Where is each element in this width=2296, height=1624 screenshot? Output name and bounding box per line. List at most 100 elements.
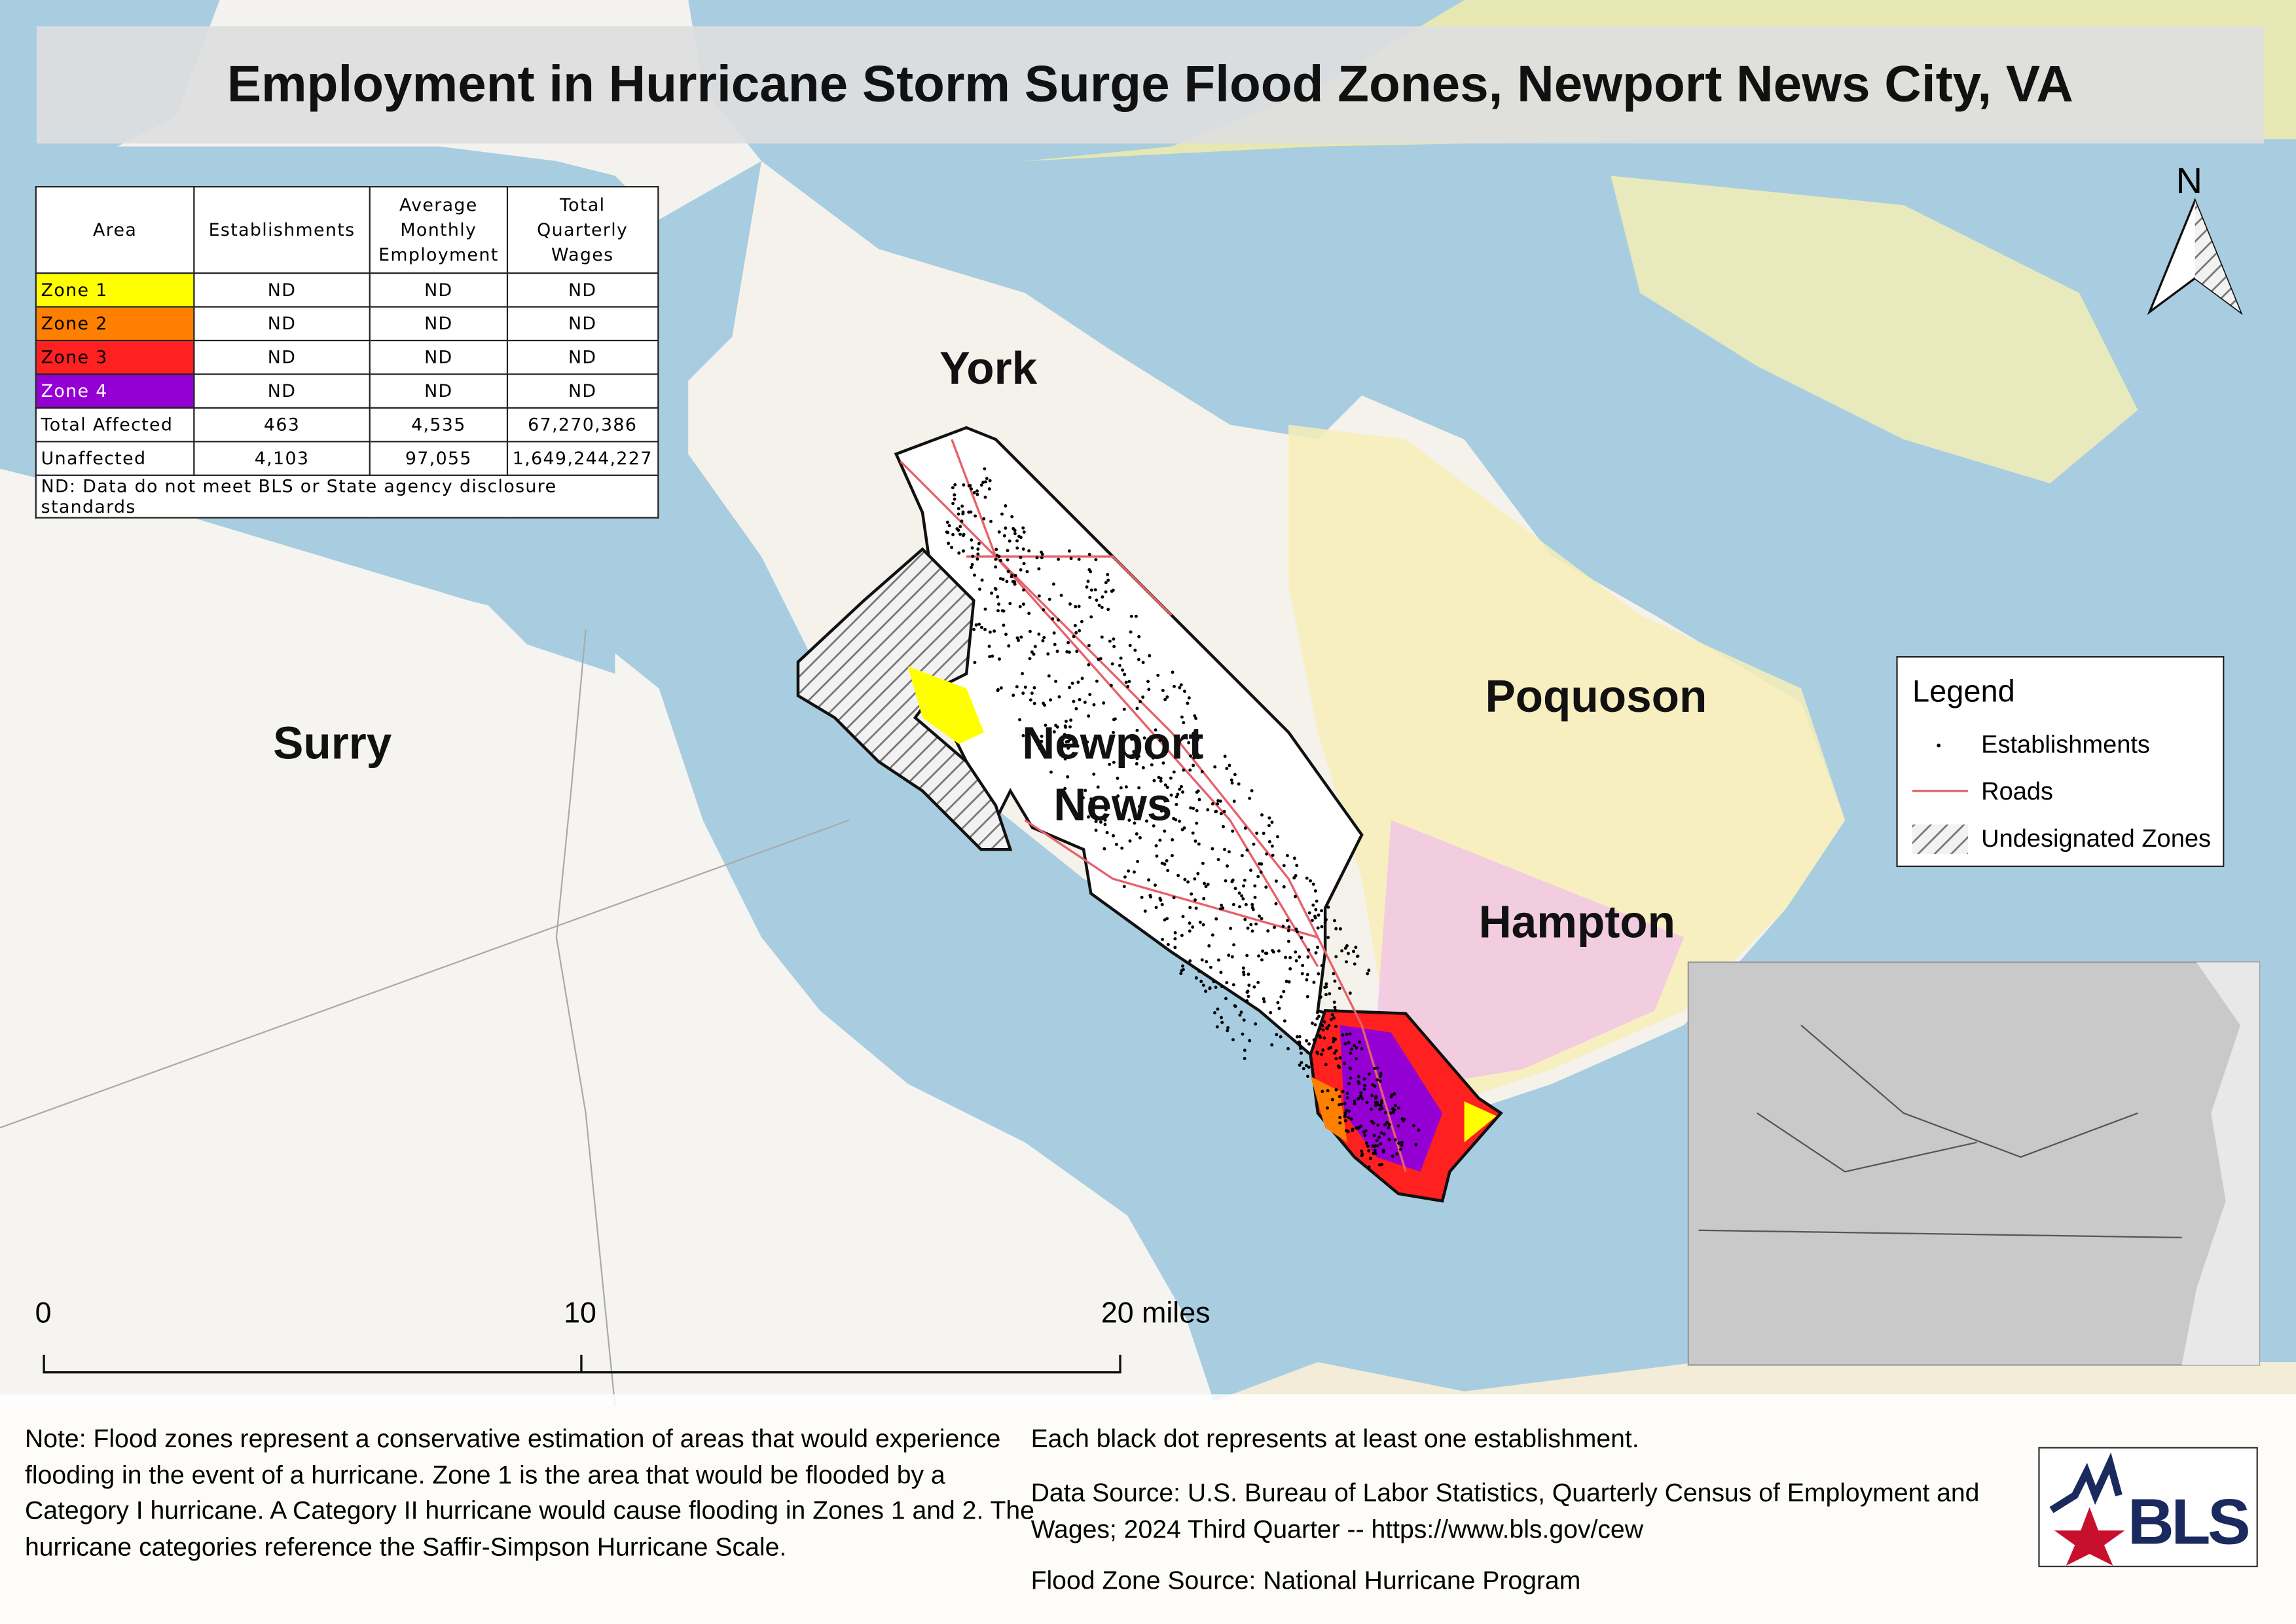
establishment-dot bbox=[1202, 896, 1206, 900]
establishment-dot bbox=[1192, 764, 1195, 767]
establishment-dot bbox=[1220, 903, 1224, 907]
establishment-dot bbox=[1320, 909, 1323, 913]
establishment-dot bbox=[988, 655, 992, 659]
establishment-dot bbox=[989, 519, 993, 523]
establishment-dot bbox=[1160, 902, 1164, 906]
establishment-dot bbox=[996, 595, 1000, 599]
establishment-dot bbox=[1333, 1005, 1337, 1009]
establishment-dot bbox=[1279, 995, 1283, 999]
establishment-dot bbox=[1206, 882, 1210, 886]
establishment-dot bbox=[1252, 842, 1256, 846]
establishment-dot bbox=[1318, 1027, 1322, 1031]
establishment-dot bbox=[1188, 929, 1192, 933]
establishment-dot bbox=[1097, 657, 1101, 661]
establishment-dot bbox=[1209, 965, 1212, 969]
place-label: News bbox=[1053, 779, 1172, 830]
table-cell: ND bbox=[506, 339, 659, 375]
establishment-dot bbox=[1113, 717, 1117, 721]
establishment-dot bbox=[1371, 1144, 1375, 1148]
establishment-dot bbox=[1351, 1127, 1355, 1131]
establishment-dot bbox=[1247, 995, 1250, 999]
establishment-dot bbox=[1341, 1090, 1345, 1094]
establishment-dot bbox=[993, 587, 997, 591]
establishment-dot bbox=[1134, 614, 1138, 618]
establishment-dot bbox=[1165, 917, 1169, 921]
establishment-dot bbox=[1299, 1051, 1303, 1055]
establishment-dot bbox=[1242, 970, 1246, 974]
establishment-dot bbox=[1241, 897, 1245, 901]
establishment-dot bbox=[1370, 1082, 1374, 1086]
establishment-dot bbox=[1023, 685, 1027, 689]
establishment-dot bbox=[1334, 1088, 1338, 1092]
establishment-dot bbox=[1141, 766, 1145, 769]
establishment-dot bbox=[1006, 549, 1010, 553]
establishment-dot bbox=[1233, 1005, 1237, 1008]
establishment-dot bbox=[1248, 796, 1252, 800]
logo-mark bbox=[2049, 1452, 2125, 1566]
place-label: Poquoson bbox=[1485, 671, 1707, 722]
establishment-dot bbox=[1005, 580, 1009, 583]
scale-bar bbox=[43, 1354, 1121, 1374]
establishment-dot bbox=[1181, 968, 1185, 972]
table-cell: ND bbox=[506, 306, 659, 342]
establishment-dot bbox=[1270, 844, 1274, 848]
establishment-dot bbox=[1137, 635, 1141, 638]
establishment-dot bbox=[1314, 908, 1318, 912]
establishment-dot bbox=[1282, 864, 1286, 868]
establishment-dot bbox=[1387, 1123, 1391, 1126]
establishment-dot bbox=[1375, 1139, 1379, 1143]
establishment-dot bbox=[1019, 555, 1023, 559]
establishment-dot bbox=[1147, 688, 1151, 692]
establishment-dot bbox=[1078, 697, 1082, 701]
establishment-dot bbox=[1367, 1149, 1371, 1153]
establishment-dot bbox=[1315, 899, 1319, 903]
establishment-dot bbox=[1317, 1014, 1321, 1018]
establishment-dot bbox=[1103, 822, 1107, 826]
establishment-dot bbox=[1197, 798, 1201, 802]
establishment-dot bbox=[1021, 602, 1025, 606]
zone-2-area bbox=[1310, 1076, 1347, 1143]
establishment-dot bbox=[971, 555, 975, 558]
establishment-dot bbox=[1254, 1022, 1258, 1026]
establishment-dot bbox=[1000, 512, 1004, 516]
establishment-dot bbox=[1158, 838, 1162, 842]
establishment-dot bbox=[1391, 1154, 1394, 1158]
establishment-dot bbox=[1095, 679, 1099, 683]
establishment-dot bbox=[1284, 955, 1287, 959]
establishment-dot bbox=[1146, 680, 1150, 684]
establishment-dot bbox=[1061, 741, 1065, 745]
table-cell: 463 bbox=[193, 407, 371, 443]
table-row: Zone 1 ND ND ND bbox=[35, 272, 659, 308]
establishment-dot bbox=[1279, 1035, 1283, 1039]
establishment-dot bbox=[1373, 1067, 1376, 1071]
establishment-dot bbox=[1157, 775, 1161, 779]
establishment-dot bbox=[1247, 984, 1251, 987]
establishment-dot bbox=[1247, 972, 1250, 976]
establishment-dot bbox=[1307, 1042, 1311, 1046]
legend-title: Legend bbox=[1912, 675, 2015, 709]
establishment-dot bbox=[1105, 831, 1109, 834]
establishment-dot bbox=[1093, 588, 1097, 592]
establishment-dot bbox=[1021, 692, 1025, 695]
establishment-dot bbox=[975, 557, 979, 561]
establishment-dot bbox=[1295, 864, 1299, 868]
establishment-dot bbox=[1343, 1114, 1347, 1118]
north-label: N bbox=[2176, 161, 2202, 202]
establishment-dot bbox=[1360, 1097, 1364, 1101]
table-cell: ND bbox=[369, 306, 509, 342]
establishment-dot bbox=[1179, 683, 1183, 687]
establishment-dot bbox=[1231, 878, 1235, 882]
establishment-dot bbox=[1089, 615, 1093, 619]
establishment-dot bbox=[1267, 816, 1271, 820]
establishment-dot bbox=[1243, 1048, 1247, 1052]
establishment-dot bbox=[1114, 842, 1118, 846]
logo-text: BLS bbox=[2127, 1486, 2251, 1559]
establishment-dot bbox=[1015, 546, 1019, 550]
establishment-dot bbox=[1317, 972, 1321, 976]
establishment-dot bbox=[1061, 790, 1065, 794]
establishment-dot bbox=[1353, 1044, 1357, 1048]
column-header: Total Quarterly Wages bbox=[506, 186, 659, 274]
establishment-dot bbox=[1276, 1001, 1280, 1005]
establishment-dot bbox=[1318, 996, 1322, 1000]
